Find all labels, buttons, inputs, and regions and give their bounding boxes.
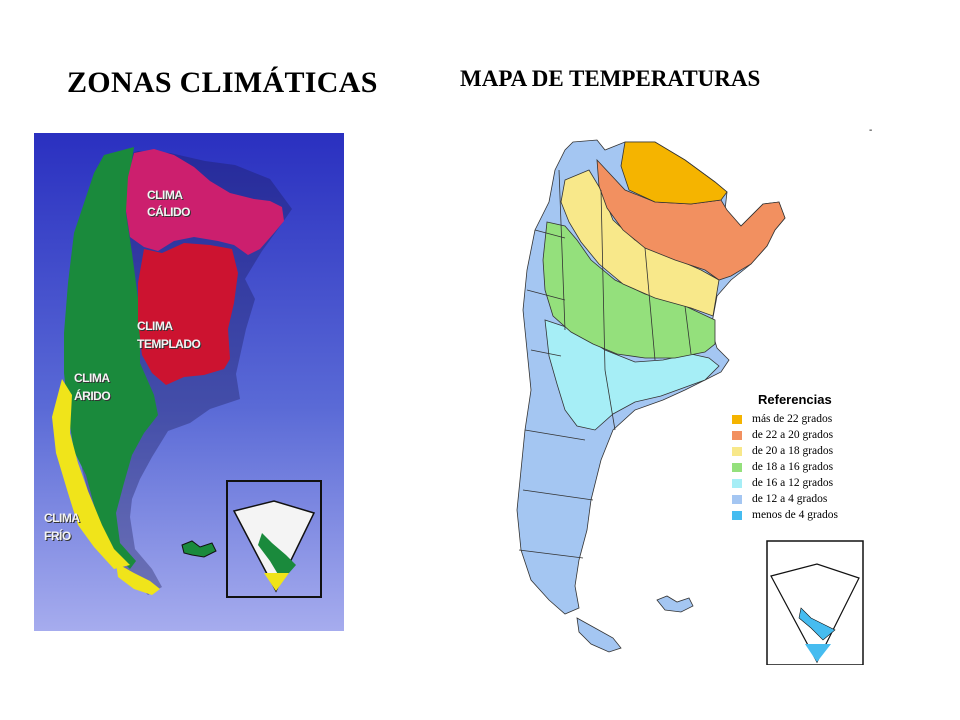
svg-text:FRÍO: FRÍO [44, 528, 71, 543]
svg-text:TEMPLADO: TEMPLADO [137, 337, 200, 351]
legend-label: menos de 4 grados [752, 509, 838, 521]
svg-text:CLIMA: CLIMA [138, 320, 174, 334]
svg-text:TEMPLADO: TEMPLADO [138, 338, 201, 352]
legend-swatch [732, 430, 742, 440]
zone-warm [126, 149, 284, 255]
svg-text:CLIMA: CLIMA [75, 372, 111, 386]
legend-item: de 16 a 12 grados [728, 475, 876, 491]
legend-label: más de 22 grados [752, 413, 833, 425]
legend-item: de 22 a 20 grados [728, 427, 876, 443]
legend-item: menos de 4 grados [728, 507, 876, 523]
label-warm: CLIMA CÁLIDO CLIMA CÁLIDO [147, 188, 192, 220]
label-temperate: CLIMA TEMPLADO CLIMA TEMPLADO [137, 319, 202, 352]
climate-zones-title: ZONAS CLIMÁTICAS [67, 66, 378, 99]
temperature-map [516, 139, 864, 665]
temperature-legend: Referencias más de 22 grados de 22 a 20 … [728, 392, 876, 523]
svg-text:CLIMA: CLIMA [137, 319, 173, 333]
legend-label: de 12 a 4 grados [752, 493, 828, 505]
svg-text:FRÍO: FRÍO [45, 529, 72, 544]
svg-text:CÁLIDO: CÁLIDO [147, 204, 190, 219]
svg-text:ÁRIDO: ÁRIDO [74, 388, 110, 403]
svg-text:CÁLIDO: CÁLIDO [148, 205, 191, 220]
legend-swatch [732, 414, 742, 424]
label-arid: CLIMA ÁRIDO CLIMA ÁRIDO [74, 371, 112, 404]
zone-arid [64, 147, 158, 569]
legend-swatch [732, 446, 742, 456]
legend-label: de 20 a 18 grados [752, 445, 834, 457]
legend-item: de 12 a 4 grados [728, 491, 876, 507]
legend-item: de 18 a 16 grados [728, 459, 876, 475]
legend-swatch [732, 462, 742, 472]
climate-zones-map: CLIMA CÁLIDO CLIMA CÁLIDO CLIMA TEMPLADO… [34, 133, 344, 631]
legend-item: más de 22 grados [728, 411, 876, 427]
label-cold: CLIMA FRÍO CLIMA FRÍO [44, 511, 82, 544]
legend-item: de 20 a 18 grados [728, 443, 876, 459]
svg-text:CLIMA: CLIMA [74, 371, 110, 385]
legend-swatch [732, 494, 742, 504]
svg-text:CLIMA: CLIMA [45, 512, 81, 526]
legend-label: de 16 a 12 grados [752, 477, 834, 489]
svg-text:CLIMA: CLIMA [148, 189, 184, 203]
svg-text:ÁRIDO: ÁRIDO [75, 389, 111, 404]
legend-label: de 18 a 16 grados [752, 461, 834, 473]
svg-text:CLIMA: CLIMA [147, 188, 183, 202]
corner-mark: - [869, 125, 873, 136]
legend-title: Referencias [758, 392, 832, 407]
temperature-map-title: MAPA DE TEMPERATURAS [460, 66, 761, 91]
zone-temperate [138, 243, 238, 385]
legend-swatch [732, 478, 742, 488]
zone-cold [52, 379, 130, 569]
legend-label: de 22 a 20 grados [752, 429, 834, 441]
legend-swatch [732, 510, 742, 520]
svg-text:CLIMA: CLIMA [44, 511, 80, 525]
